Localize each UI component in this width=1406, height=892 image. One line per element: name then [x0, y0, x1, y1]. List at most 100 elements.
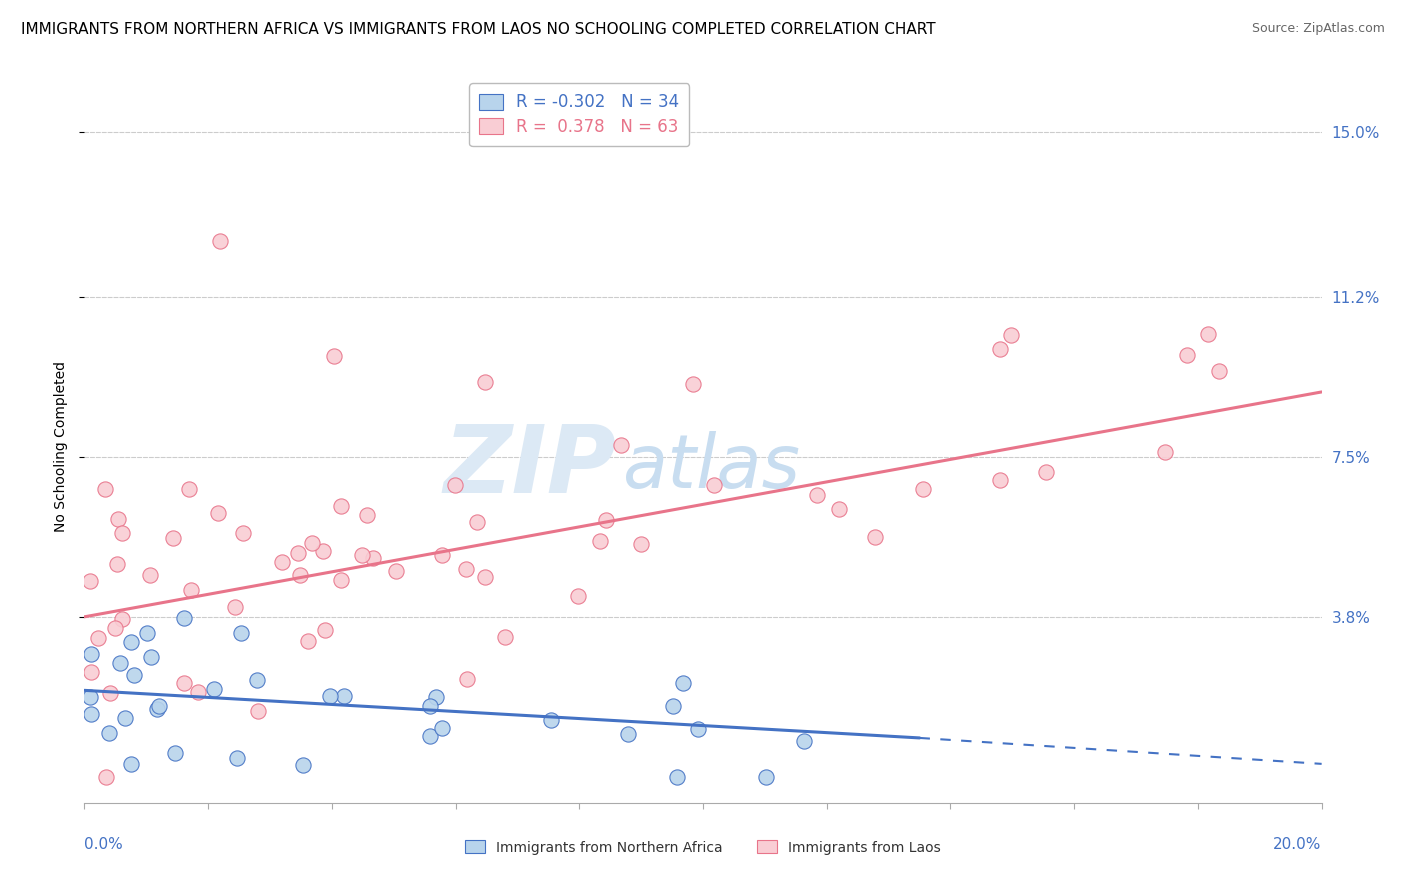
Point	[465, 515, 488, 529]
Point	[148, 698, 170, 713]
Point	[202, 681, 225, 696]
Point	[96, 770, 118, 784]
Point	[333, 689, 356, 703]
Point	[94, 483, 117, 497]
Point	[120, 635, 142, 649]
Point	[703, 478, 725, 492]
Point	[271, 555, 294, 569]
Point	[104, 621, 127, 635]
Point	[107, 511, 129, 525]
Point	[540, 713, 562, 727]
Point	[1154, 445, 1177, 459]
Point	[567, 589, 589, 603]
Point	[314, 623, 336, 637]
Text: IMMIGRANTS FROM NORTHERN AFRICA VS IMMIGRANTS FROM LAOS NO SCHOOLING COMPLETED C: IMMIGRANTS FROM NORTHERN AFRICA VS IMMIG…	[21, 22, 936, 37]
Point	[145, 702, 167, 716]
Point	[352, 548, 374, 562]
Point	[793, 734, 815, 748]
Text: Source: ZipAtlas.com: Source: ZipAtlas.com	[1251, 22, 1385, 36]
Point	[120, 757, 142, 772]
Point	[474, 375, 496, 389]
Point	[425, 690, 447, 704]
Point	[456, 562, 478, 576]
Point	[589, 534, 612, 549]
Point	[98, 726, 121, 740]
Point	[287, 546, 309, 560]
Point	[319, 689, 342, 703]
Point	[419, 699, 441, 714]
Point	[456, 672, 478, 686]
Point	[173, 676, 195, 690]
Point	[827, 502, 849, 516]
Point	[688, 723, 710, 737]
Point	[207, 506, 229, 520]
Point	[301, 536, 323, 550]
Text: atlas: atlas	[623, 432, 800, 503]
Point	[806, 488, 828, 502]
Point	[912, 482, 935, 496]
Point	[111, 526, 134, 541]
Point	[80, 648, 103, 662]
Point	[430, 722, 453, 736]
Point	[100, 686, 122, 700]
Point	[419, 729, 441, 743]
Point	[80, 706, 103, 721]
Point	[114, 711, 136, 725]
Point	[617, 726, 640, 740]
Point	[330, 573, 353, 587]
Point	[666, 770, 689, 784]
Text: 20.0%: 20.0%	[1274, 838, 1322, 853]
Point	[297, 634, 319, 648]
Point	[1000, 328, 1022, 343]
Point	[323, 349, 346, 363]
Point	[755, 770, 778, 784]
Point	[672, 675, 695, 690]
Point	[474, 569, 496, 583]
Point	[87, 632, 110, 646]
Point	[356, 508, 378, 522]
Text: ZIP: ZIP	[443, 421, 616, 514]
Point	[330, 499, 353, 513]
Point	[430, 548, 453, 562]
Point	[630, 536, 652, 550]
Point	[246, 673, 269, 688]
Point	[494, 630, 516, 644]
Point	[105, 557, 128, 571]
Point	[79, 574, 101, 588]
Point	[1208, 364, 1230, 378]
Point	[173, 611, 195, 625]
Point	[863, 530, 886, 544]
Point	[225, 751, 247, 765]
Point	[385, 564, 408, 578]
Point	[187, 685, 209, 699]
Point	[139, 568, 162, 582]
Point	[595, 513, 617, 527]
Point	[209, 234, 232, 248]
Point	[682, 376, 704, 391]
Point	[312, 544, 335, 558]
Point	[111, 612, 134, 626]
Point	[79, 690, 101, 704]
Point	[80, 665, 103, 679]
Point	[224, 599, 246, 614]
Point	[124, 667, 146, 681]
Point	[292, 758, 315, 772]
Point	[1035, 465, 1057, 479]
Point	[1197, 326, 1219, 341]
Point	[1175, 348, 1198, 362]
Point	[108, 657, 131, 671]
Point	[988, 342, 1011, 356]
Point	[990, 473, 1012, 487]
Point	[231, 626, 253, 640]
Point	[610, 438, 633, 452]
Legend: Immigrants from Northern Africa, Immigrants from Laos: Immigrants from Northern Africa, Immigra…	[460, 835, 946, 860]
Y-axis label: No Schooling Completed: No Schooling Completed	[53, 360, 67, 532]
Point	[232, 525, 254, 540]
Point	[661, 698, 683, 713]
Point	[136, 625, 159, 640]
Point	[361, 550, 384, 565]
Point	[444, 477, 467, 491]
Text: 0.0%: 0.0%	[84, 838, 124, 853]
Point	[162, 531, 184, 545]
Point	[180, 583, 202, 598]
